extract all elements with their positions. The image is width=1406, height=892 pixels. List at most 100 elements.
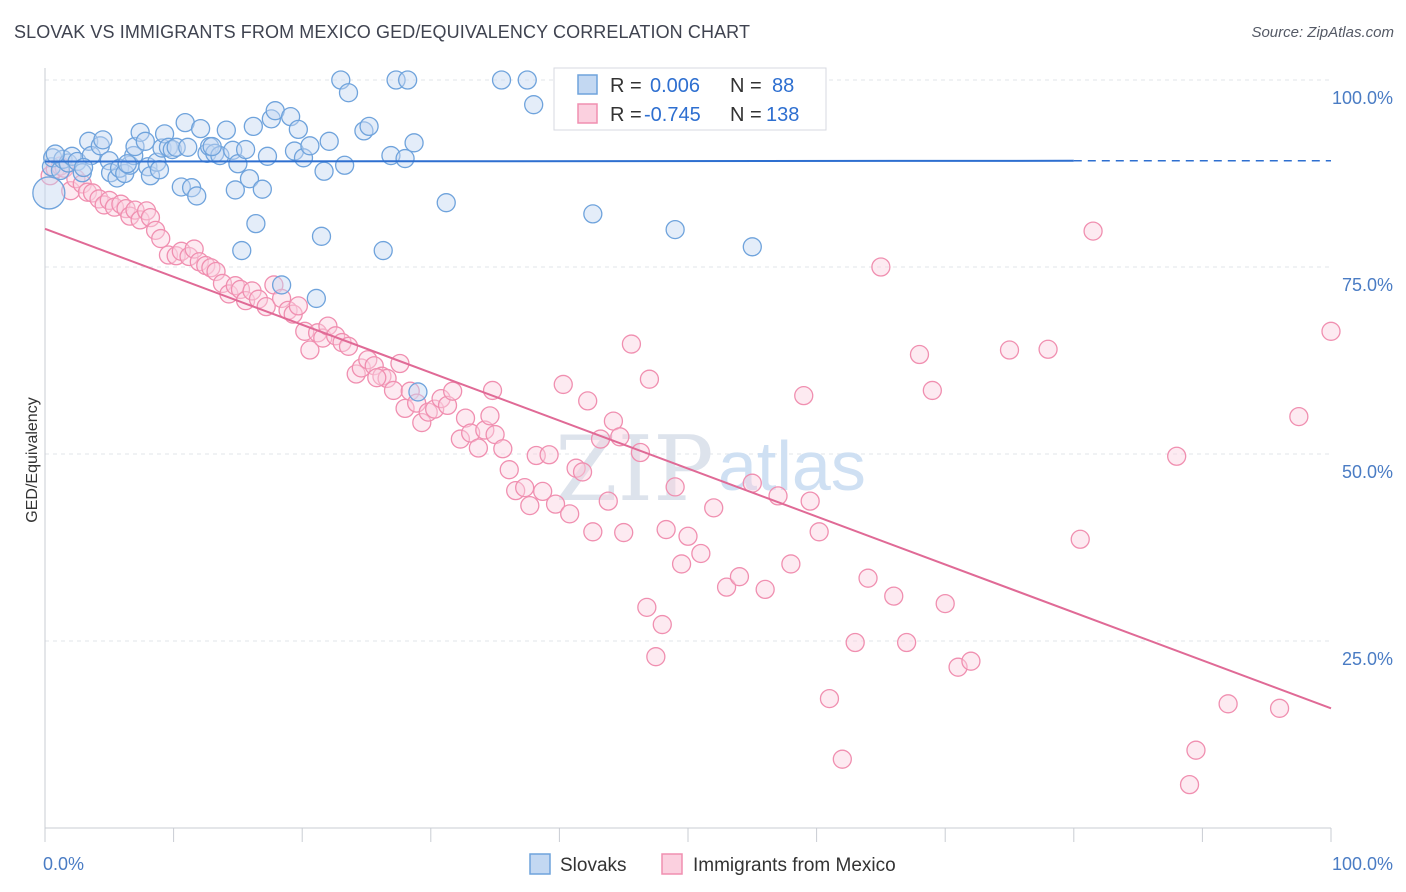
mexico-point — [935, 593, 955, 614]
mexico-point — [999, 340, 1020, 360]
mexico-point — [288, 296, 308, 316]
mexico-point — [533, 481, 553, 502]
legend-r-value-slovak: 0.006 — [650, 75, 700, 97]
slovak-point — [314, 161, 334, 181]
slovak-point — [408, 382, 428, 402]
mexico-point — [704, 498, 724, 518]
slovak-point — [79, 131, 99, 151]
legend-swatch-slovak — [577, 74, 598, 95]
mexico-point — [184, 239, 204, 259]
legend-frame — [553, 67, 827, 131]
slovak-point — [517, 70, 537, 90]
mexico-point — [716, 577, 737, 597]
slovak-point — [404, 133, 424, 153]
slovak-point — [171, 177, 191, 197]
mexico-point — [665, 477, 685, 497]
legend-swatch-mexico — [577, 103, 598, 124]
mexico-point — [598, 491, 618, 511]
mexico-point — [560, 504, 580, 524]
y-tick-labels: 100.0% 75.0% 50.0% 25.0% — [1332, 88, 1393, 669]
mexico-point — [437, 395, 458, 416]
mexico-point — [300, 340, 320, 360]
mexico-point — [1321, 321, 1341, 341]
mexico-point — [845, 632, 865, 653]
mexico-point — [377, 368, 397, 389]
x-ticks — [44, 828, 1332, 842]
y-tick-label-100: 100.0% — [1332, 88, 1393, 108]
slovak-point — [359, 116, 379, 137]
slovak-point — [395, 148, 415, 169]
mexico-point — [201, 258, 221, 278]
mexico-point — [400, 381, 420, 401]
mexico-point — [553, 374, 573, 395]
bottom-legend-label-slovaks: Slovaks — [560, 855, 627, 876]
slovak-point — [583, 204, 603, 224]
mexico-point — [1289, 406, 1309, 427]
slovak-point — [32, 176, 66, 210]
mexico-point — [545, 494, 566, 514]
mexico-point — [140, 207, 161, 228]
slovak-point — [178, 137, 198, 157]
y-tick-label-25: 25.0% — [1342, 649, 1393, 669]
y-axis-title: GED/Equivalency — [24, 397, 41, 522]
mexico-point — [819, 688, 840, 709]
mexico-point — [583, 522, 603, 542]
slovak-point — [100, 163, 121, 183]
chart-title: SLOVAK VS IMMIGRANTS FROM MEXICO GED/EQU… — [14, 22, 751, 42]
bottom-legend-swatch-slovaks — [529, 853, 551, 875]
bottom-legend: Slovaks Immigrants from Mexico — [529, 853, 896, 876]
x-tick-label-min: 0.0% — [43, 854, 84, 874]
mexico-point — [832, 749, 852, 769]
slovak-point — [665, 219, 685, 240]
mexico-point — [961, 651, 981, 671]
mexico-point — [871, 257, 891, 277]
slovak-point — [381, 145, 401, 166]
slovak-point — [93, 130, 113, 150]
mexico-point — [151, 228, 171, 249]
mexico-trend-line — [44, 227, 1332, 710]
mexico-point — [614, 522, 634, 543]
legend-box: R = 0.006 N = 88 R = -0.745 N = 138 — [553, 67, 827, 131]
slovak-point — [232, 240, 252, 261]
mexico-point — [1179, 774, 1200, 795]
mexico-point — [383, 380, 404, 401]
slovak-point — [235, 139, 256, 160]
slovak-point — [300, 136, 320, 156]
slovak-point — [243, 116, 263, 137]
mexico-point — [271, 288, 292, 309]
y-tick-label-75: 75.0% — [1342, 275, 1393, 295]
mexico-point — [475, 420, 495, 440]
slovak-trend-line — [44, 159, 1074, 163]
trend-lines — [44, 159, 1332, 710]
slovak-point — [190, 118, 211, 139]
slovak-point — [117, 154, 137, 174]
legend-n-label-mexico: N = — [730, 104, 762, 126]
slovak-point — [225, 180, 245, 200]
slovak-point — [202, 136, 222, 157]
slovak-point — [216, 120, 236, 140]
mexico-point — [455, 408, 476, 428]
slovak-point — [187, 186, 207, 206]
mexico-point — [637, 597, 657, 617]
mexico-point — [1186, 740, 1206, 760]
mexico-point — [515, 478, 535, 498]
mexico-point — [450, 429, 471, 449]
mexico-point — [443, 381, 463, 401]
slovak-point — [306, 288, 326, 309]
mexico-point — [639, 369, 660, 389]
mexico-point — [800, 491, 820, 511]
mexico-point — [77, 182, 98, 202]
slovak-point — [288, 119, 308, 140]
x-tick-label-max: 100.0% — [1332, 854, 1393, 874]
mexico-point — [729, 567, 750, 587]
mexico-point — [89, 189, 109, 209]
slovak-point — [524, 95, 544, 115]
mexico-point — [395, 398, 415, 419]
slovak-point — [239, 169, 260, 189]
bottom-legend-label-mexico: Immigrants from Mexico — [693, 855, 896, 876]
slovak-point — [742, 237, 762, 257]
slovak-point — [257, 146, 278, 166]
slovak-point — [334, 155, 355, 175]
slovak-point — [45, 144, 65, 164]
slovak-point — [246, 213, 266, 234]
